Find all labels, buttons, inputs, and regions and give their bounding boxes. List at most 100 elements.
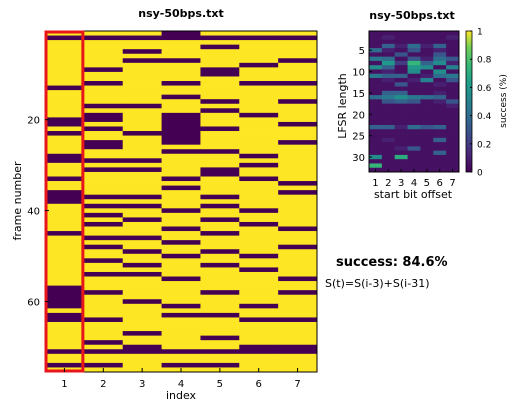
heatmap-cell bbox=[161, 108, 201, 114]
lfsr-cell bbox=[381, 48, 396, 53]
lfsr-cell bbox=[433, 52, 447, 58]
heatmap-cell bbox=[200, 190, 240, 196]
heatmap-cell bbox=[45, 281, 85, 287]
heatmap-cell bbox=[122, 312, 162, 318]
lfsr-cell bbox=[420, 129, 434, 134]
heatmap-cell bbox=[278, 221, 318, 227]
heatmap-cell bbox=[83, 199, 124, 205]
heatmap-cell bbox=[122, 149, 162, 155]
heatmap-cell bbox=[239, 303, 279, 309]
heatmap-cell bbox=[45, 267, 85, 273]
heatmap-cell bbox=[278, 358, 318, 364]
heatmap-cell bbox=[122, 71, 162, 77]
lfsr-cell bbox=[446, 150, 460, 156]
heatmap-cell bbox=[83, 99, 124, 105]
lfsr-cell bbox=[420, 150, 434, 156]
lfsr-cell bbox=[394, 86, 408, 92]
heatmap-cell bbox=[239, 144, 279, 150]
lfsr-cell bbox=[407, 35, 421, 40]
lfsr-cell bbox=[369, 116, 383, 122]
lfsr-cell bbox=[433, 154, 447, 160]
lfsr-cell bbox=[407, 95, 421, 100]
lfsr-cell bbox=[394, 39, 408, 45]
lfsr-cell bbox=[446, 86, 460, 92]
heatmap-cell bbox=[161, 144, 201, 150]
heatmap-cell bbox=[200, 112, 240, 118]
heatmap-cell bbox=[83, 317, 124, 323]
lfsr-cell bbox=[369, 150, 383, 156]
lfsr-cell bbox=[394, 78, 408, 83]
lfsr-cell bbox=[394, 90, 408, 96]
heatmap-cell bbox=[45, 94, 85, 100]
lfsr-cell bbox=[369, 159, 383, 164]
heatmap-cell bbox=[45, 294, 85, 300]
heatmap-cell bbox=[122, 58, 162, 64]
heatmap-cell bbox=[278, 40, 318, 46]
heatmap-cell bbox=[278, 135, 318, 141]
heatmap-cell bbox=[122, 290, 162, 296]
heatmap-cell bbox=[200, 158, 240, 164]
heatmap-cell bbox=[83, 112, 124, 118]
heatmap-cell bbox=[200, 194, 240, 200]
heatmap-cell bbox=[200, 281, 240, 287]
lfsr-cell bbox=[446, 163, 460, 169]
heatmap-cell bbox=[83, 94, 124, 100]
lfsr-cell bbox=[433, 95, 447, 100]
lfsr-cell bbox=[420, 65, 434, 70]
lfsr-cell bbox=[381, 99, 396, 105]
heatmap-cell bbox=[278, 53, 318, 59]
lfsr-cell bbox=[394, 31, 408, 36]
x-tick-label: 3 bbox=[139, 379, 145, 390]
main-title: nsy-50bps.txt bbox=[138, 7, 224, 20]
lfsr-cell bbox=[433, 31, 447, 36]
y-tick-label: 25 bbox=[352, 132, 365, 143]
y-tick-label: 20 bbox=[352, 110, 365, 121]
heatmap-cell bbox=[161, 85, 201, 91]
heatmap-cell bbox=[161, 235, 201, 241]
heatmap-cell bbox=[161, 294, 201, 300]
heatmap-cell bbox=[122, 317, 162, 323]
heatmap-cell bbox=[45, 153, 85, 159]
heatmap-cell bbox=[161, 312, 201, 318]
heatmap-cell bbox=[239, 208, 279, 214]
heatmap-cell bbox=[200, 58, 240, 64]
heatmap-cell bbox=[161, 244, 201, 250]
lfsr-cell bbox=[407, 56, 421, 62]
heatmap-cell bbox=[200, 162, 240, 168]
lfsr-title: nsy-50bps.txt bbox=[369, 9, 455, 22]
heatmap-cell bbox=[278, 240, 318, 246]
colorbar-label: success (%) bbox=[499, 74, 509, 128]
lfsr-cell bbox=[420, 31, 434, 36]
lfsr-cell bbox=[369, 163, 383, 169]
heatmap-cell bbox=[239, 321, 279, 327]
heatmap-cell bbox=[278, 158, 318, 164]
heatmap-cell bbox=[83, 85, 124, 91]
heatmap-cell bbox=[122, 253, 162, 259]
heatmap-cell bbox=[278, 171, 318, 177]
heatmap-cell bbox=[45, 208, 85, 214]
y-tick-label: 15 bbox=[352, 89, 365, 100]
heatmap-cell bbox=[122, 112, 162, 118]
lfsr-cell bbox=[407, 159, 421, 164]
lfsr-cell bbox=[420, 125, 434, 130]
heatmap-cell bbox=[122, 31, 162, 36]
lfsr-cell bbox=[446, 73, 460, 79]
heatmap-cell bbox=[161, 308, 201, 314]
heatmap-cell bbox=[122, 203, 162, 209]
heatmap-cell bbox=[239, 190, 279, 196]
heatmap-cell bbox=[278, 344, 318, 350]
heatmap-cell bbox=[161, 131, 201, 136]
heatmap-cell bbox=[122, 244, 162, 250]
heatmap-cell bbox=[239, 44, 279, 50]
heatmap-cell bbox=[278, 290, 318, 296]
lfsr-cell bbox=[420, 137, 434, 143]
heatmap-cell bbox=[83, 126, 124, 132]
heatmap-cell bbox=[161, 90, 201, 96]
lfsr-cell bbox=[433, 48, 447, 53]
heatmap-cell bbox=[200, 117, 240, 123]
x-tick-label: 5 bbox=[424, 178, 430, 189]
heatmap-cell bbox=[278, 117, 318, 123]
heatmap-cell bbox=[200, 258, 240, 264]
heatmap-cell bbox=[45, 335, 85, 341]
lfsr-cell bbox=[381, 43, 396, 49]
